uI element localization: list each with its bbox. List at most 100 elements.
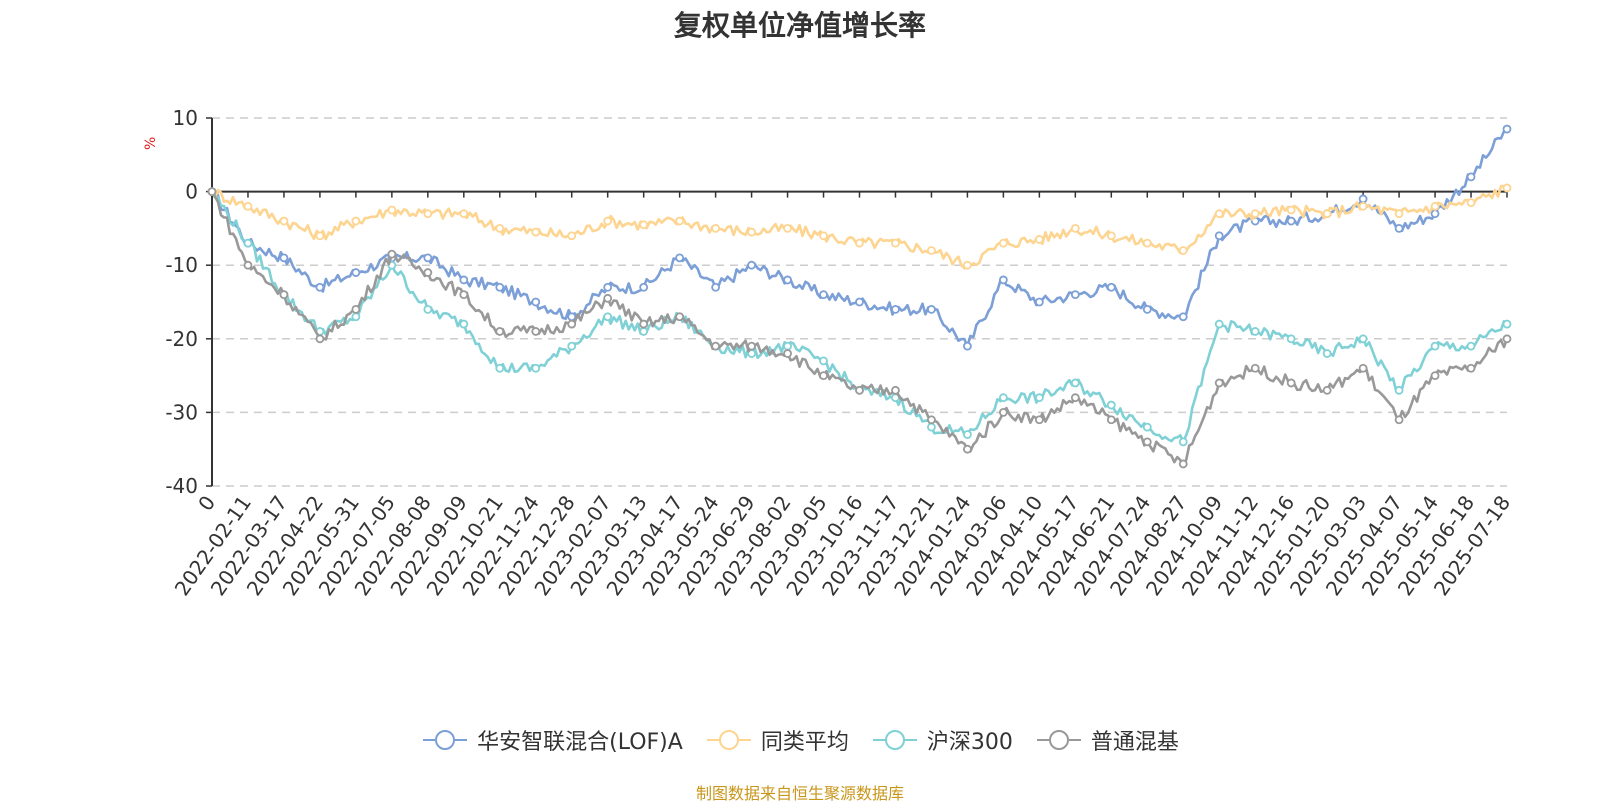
data-point [1106,282,1116,292]
data-point [1034,297,1044,307]
data-point [567,319,577,329]
legend-label: 普通混基 [1090,730,1179,755]
data-point [1142,422,1152,432]
data-point [1358,194,1368,204]
data-point [423,253,433,263]
data-point [747,227,756,237]
data-point [819,290,828,300]
data-point [1502,124,1512,134]
data-point [1250,327,1260,336]
data-point [1430,371,1440,381]
data-point [1322,349,1332,358]
data-point [855,238,864,248]
data-point [1106,231,1116,241]
legend-marker-icon [872,730,917,750]
data-point [315,334,325,344]
y-tick-label: 0 [185,180,198,204]
data-point [351,304,361,314]
data-point [1358,334,1368,344]
data-point [423,304,433,314]
data-point [639,282,649,292]
data-point [998,275,1008,285]
data-point [603,293,613,303]
data-point [1214,378,1224,388]
data-point [1502,334,1512,344]
legend-marker-icon [1036,730,1081,750]
data-point [963,430,972,439]
data-point [855,297,864,307]
data-point [1142,238,1152,248]
data-point [243,260,253,270]
data-point [1502,319,1512,329]
series-line [211,127,1508,348]
data-point [783,349,792,358]
data-point [783,275,792,285]
legend-item[interactable]: 沪深300 [871,724,1013,756]
y-tick-label: -40 [165,474,198,498]
y-tick-label: 10 [173,106,198,130]
data-point [927,415,936,425]
data-point [891,304,900,314]
data-point [387,205,397,215]
data-source-note: 制图数据来自恒生聚源数据库 [695,784,904,803]
data-point [1286,216,1296,226]
data-point [495,282,505,292]
line-chart: 10 0 -10 -20 -30 -40 02022-02-112022-03-17202… [165,106,1515,600]
data-point [639,220,649,230]
data-point [1466,341,1476,351]
data-point [1178,312,1188,322]
series-line [210,191,1508,444]
data-point [1034,235,1044,244]
data-point [1430,201,1440,211]
data-point [963,341,972,351]
data-point [1322,385,1332,395]
data-point [1070,290,1080,300]
y-tick-label: -20 [165,327,198,351]
data-point [1430,209,1440,219]
data-point [1466,198,1476,208]
data-point [1430,341,1440,351]
data-point [1178,246,1188,255]
data-point [1070,223,1080,233]
data-point [495,327,505,336]
data-point [998,393,1008,403]
legend-item[interactable]: 华安智联混合(LOF)A [421,724,683,756]
data-point [531,327,541,336]
data-point [459,290,469,300]
data-point [459,209,469,219]
data-point [639,319,649,329]
data-point [1106,400,1116,410]
data-point [1106,415,1116,425]
data-point [927,304,936,314]
data-point [1466,172,1476,182]
data-point [1034,393,1044,403]
legend-item[interactable]: 普通混基 [1035,724,1179,756]
legend-item[interactable]: 同类平均 [705,724,849,756]
data-point [1286,334,1296,344]
legend-label: 沪深300 [926,730,1013,755]
data-point [207,187,217,197]
data-point [279,216,289,226]
data-point [351,268,361,277]
series-lines [207,124,1512,469]
data-point [531,227,541,237]
y-tick-labels: 10 0 -10 -20 -30 -40 [165,106,198,498]
data-point [747,341,756,351]
data-point [423,209,433,219]
data-point [387,249,397,259]
series-line [210,190,1509,466]
data-point [1358,363,1368,373]
legend-label: 同类平均 [760,730,849,755]
chart-title: 复权单位净值增长率 [673,9,926,42]
data-point [1178,459,1188,469]
data-point [1070,393,1080,403]
data-point [927,422,936,432]
data-point [1286,378,1296,388]
data-point [711,223,721,233]
data-point [531,363,541,373]
data-point [351,312,361,322]
data-point [243,238,253,248]
data-point [1286,205,1296,215]
data-point [1394,415,1404,425]
data-point [603,312,613,322]
